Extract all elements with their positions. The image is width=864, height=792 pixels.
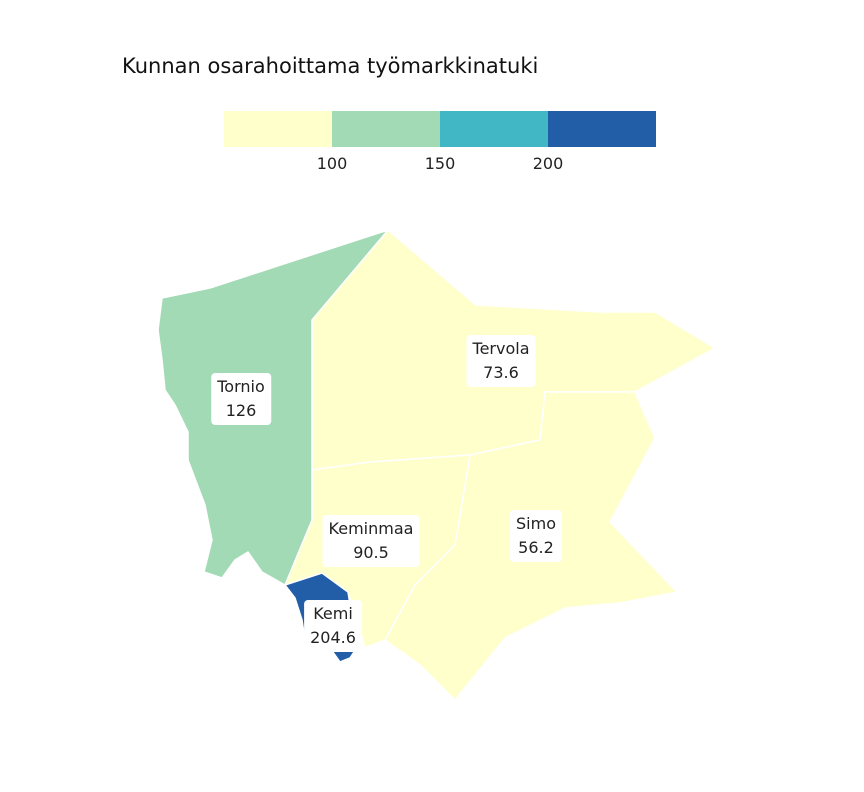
region-value-tervola: 73.6 — [483, 363, 519, 382]
legend-tick-200: 200 — [532, 154, 564, 173]
region-name-simo: Simo — [516, 514, 556, 533]
region-name-keminmaa: Keminmaa — [328, 519, 414, 538]
legend-swatch-2 — [332, 111, 440, 147]
legend-swatch-1 — [224, 111, 332, 147]
region-label-keminmaa: Keminmaa 90.5 — [322, 515, 420, 567]
region-name-tornio: Tornio — [217, 377, 265, 396]
region-value-keminmaa: 90.5 — [353, 543, 389, 562]
map-title: Kunnan osarahoittama työmarkkinatuki — [122, 54, 539, 78]
region-tornio[interactable] — [157, 229, 389, 586]
region-name-tervola: Tervola — [472, 339, 530, 358]
legend-tick-150: 150 — [424, 154, 456, 173]
color-legend — [224, 111, 656, 147]
region-label-tornio: Tornio 126 — [211, 373, 271, 425]
legend-swatch-3 — [440, 111, 548, 147]
region-label-tervola: Tervola 73.6 — [466, 335, 536, 387]
region-value-kemi: 204.6 — [310, 628, 356, 647]
region-value-tornio: 126 — [225, 401, 257, 420]
legend-swatch-4 — [548, 111, 656, 147]
region-label-simo: Simo 56.2 — [510, 510, 562, 562]
region-name-kemi: Kemi — [313, 604, 353, 623]
legend-tick-100: 100 — [316, 154, 348, 173]
region-label-kemi: Kemi 204.6 — [304, 600, 362, 652]
region-value-simo: 56.2 — [518, 538, 554, 557]
